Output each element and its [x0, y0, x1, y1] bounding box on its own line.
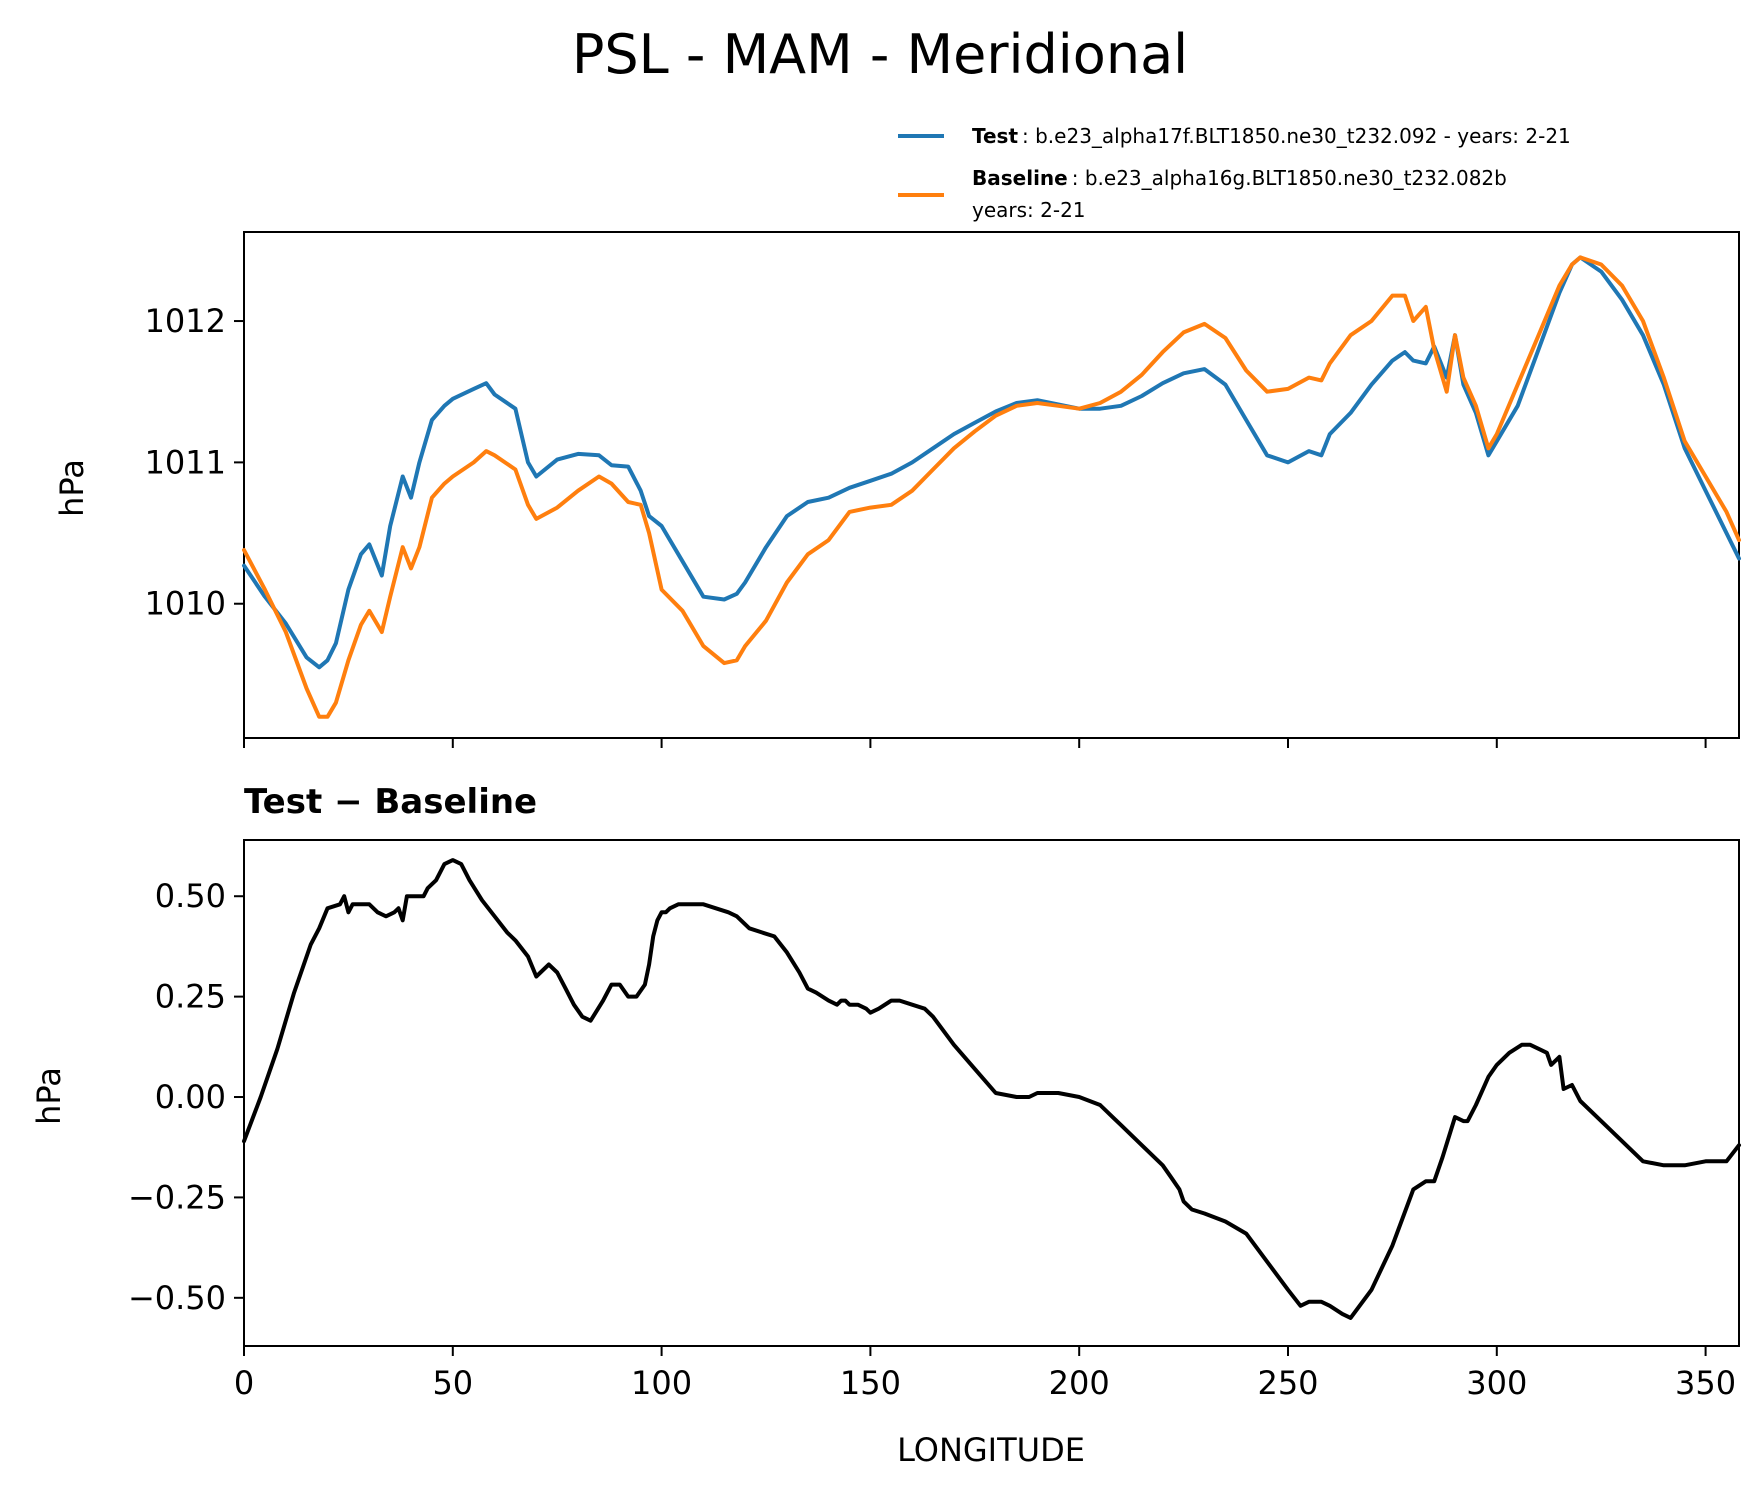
diff-x-ticks: 0 50 100 150 200 250 300 350 [234, 1346, 1736, 1402]
top-x-ticks [243, 738, 1707, 748]
diff-y-tick-label: −0.25 [128, 1178, 226, 1216]
diff-y-ticks: −0.50 −0.25 0.00 0.25 0.50 [128, 877, 244, 1317]
top-y-tick-label: 1011 [145, 443, 226, 481]
legend-baseline-entry: Baseline: b.e23_alpha16g.BLT1850.ne30_t2… [972, 166, 1507, 190]
top-series-line-test [242, 255, 1741, 670]
legend-test-text: : b.e23_alpha17f.BLT1850.ne30_t232.092 -… [1022, 124, 1571, 148]
top-y-tick-label: 1010 [145, 585, 226, 623]
legend-baseline-text-line2: years: 2-21 [972, 198, 1086, 222]
diff-y-tick-label: −0.50 [128, 1279, 226, 1317]
legend-baseline-label: Baseline [972, 166, 1068, 190]
top-y-tick-label: 1012 [145, 302, 226, 340]
legend: Test: b.e23_alpha17f.BLT1850.ne30_t232.0… [898, 124, 1571, 222]
diff-x-tick-label: 150 [840, 1364, 901, 1402]
top-y-axis-label: hPa [53, 459, 91, 517]
diff-panel-title: Test − Baseline [244, 782, 537, 822]
diff-y-tick-label: 0.50 [155, 877, 226, 915]
figure-title: PSL - MAM - Meridional [572, 23, 1188, 86]
diff-y-tick-label: 0.00 [155, 1078, 226, 1116]
diff-x-tick-label: 350 [1675, 1364, 1736, 1402]
diff-x-tick-label: 0 [234, 1364, 254, 1402]
top-series-line-baseline [242, 255, 1741, 719]
diff-x-tick-label: 50 [432, 1364, 473, 1402]
top-series-lines [242, 255, 1741, 719]
diff-y-axis-label: hPa [30, 1067, 68, 1125]
top-axes-frame [243, 231, 1740, 739]
diff-x-tick-label: 200 [1049, 1364, 1110, 1402]
legend-test-entry: Test: b.e23_alpha17f.BLT1850.ne30_t232.0… [972, 124, 1571, 148]
top-y-ticks: 1010 1011 1012 [145, 302, 244, 623]
legend-baseline-text: : b.e23_alpha16g.BLT1850.ne30_t232.082b [1072, 166, 1507, 190]
diff-x-tick-label: 300 [1466, 1364, 1527, 1402]
legend-test-label: Test [972, 124, 1018, 148]
diff-x-tick-label: 100 [631, 1364, 692, 1402]
diff-x-axis-label: LONGITUDE [897, 1431, 1085, 1469]
diff-series-lines [242, 858, 1741, 1320]
diff-y-tick-label: 0.25 [155, 978, 226, 1016]
diff-x-tick-label: 250 [1257, 1364, 1318, 1402]
diff-series-line-test-baseline [242, 858, 1741, 1320]
diff-panel: −0.50 −0.25 0.00 0.25 0.50 0 50 100 150 200 250 30… [30, 839, 1741, 1469]
top-panel: 1010 1011 1012 hPa [53, 231, 1741, 748]
diff-axes-frame [243, 839, 1740, 1347]
